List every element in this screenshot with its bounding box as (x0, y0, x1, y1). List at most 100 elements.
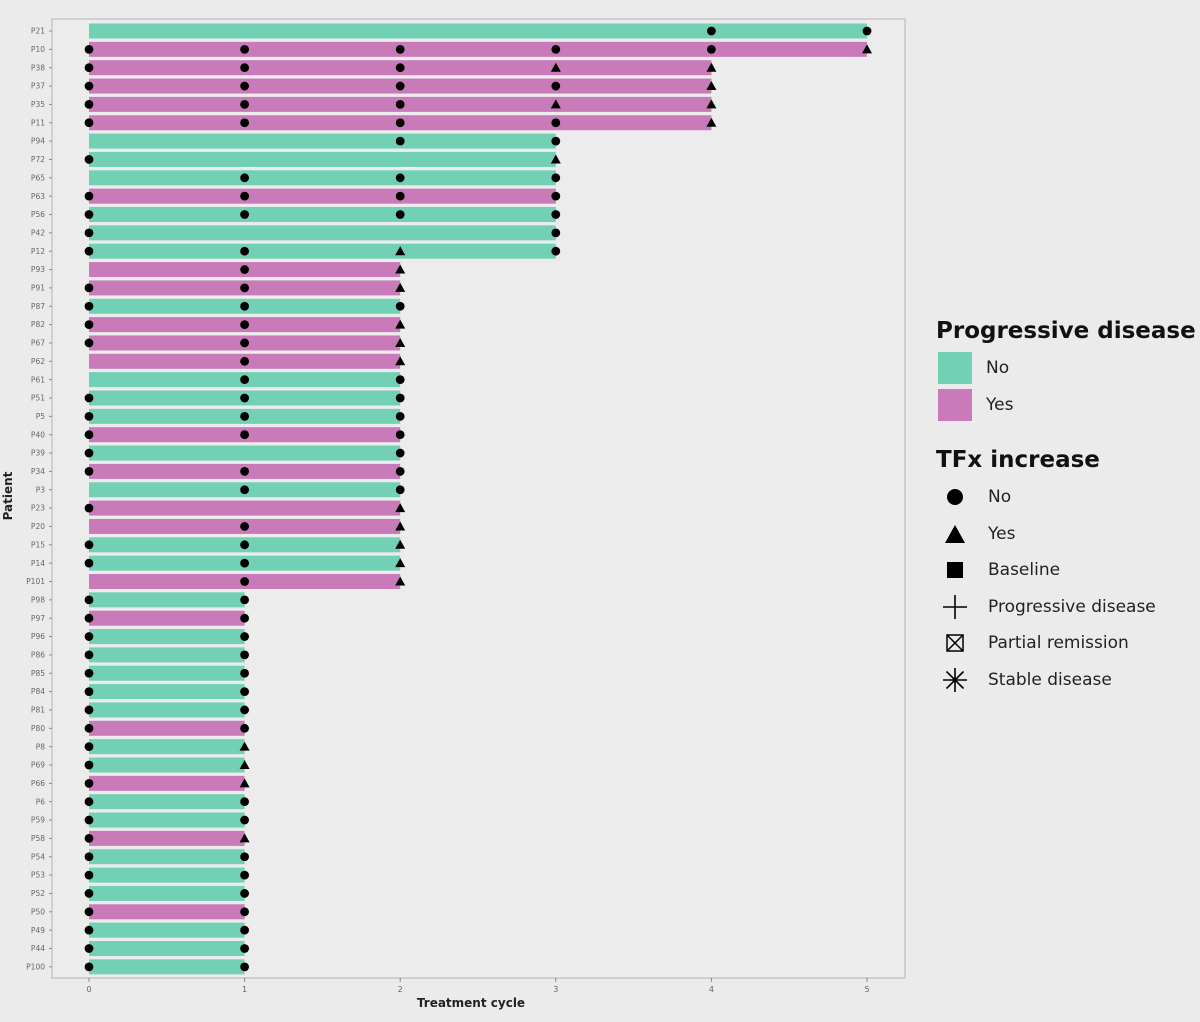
marker-tfx-no-P40-c0 (84, 430, 94, 440)
legend-item-stable-disease: Stable disease (936, 662, 1196, 699)
marker-tfx-no-P10-c4 (707, 44, 716, 54)
legend-label-tfx-no: No (988, 487, 1012, 508)
marker-tfx-no-P100-c1 (240, 962, 250, 972)
legend-item-baseline: Baseline (936, 552, 1196, 589)
marker-tfx-no-P62-c1 (240, 356, 250, 366)
marker-tfx-no-P34-c0 (84, 467, 94, 476)
y-tick-label: P6 (36, 797, 46, 806)
marker-tfx-no-P54-c0 (84, 852, 94, 862)
y-tick-label: P84 (31, 687, 45, 696)
y-tick-label: P82 (31, 320, 45, 329)
marker-tfx-no-P44-c0 (84, 944, 94, 953)
marker-tfx-no-P84-c0 (84, 687, 94, 696)
marker-tfx-no-P12-c3 (551, 246, 561, 256)
y-tick-label: P61 (31, 375, 45, 384)
marker-tfx-yes-P91-c2 (395, 282, 406, 292)
marker-tfx-yes-P62-c2 (395, 356, 406, 366)
marker-tfx-no-P65-c3 (551, 173, 561, 183)
marker-tfx-no-P5-c0 (84, 411, 94, 421)
bar-P39 (89, 445, 401, 461)
marker-tfx-no-P39-c2 (395, 448, 405, 458)
y-tick-label: P34 (31, 467, 45, 476)
marker-tfx-no-P94-c2 (395, 136, 405, 146)
marker-tfx-no-P12-c0 (84, 246, 94, 256)
marker-tfx-yes-P20-c2 (395, 521, 406, 531)
bar-P21 (89, 23, 867, 39)
y-tick-label: P80 (31, 724, 45, 733)
y-tick-label: P87 (31, 302, 45, 311)
legend-swatch-no (938, 352, 972, 385)
bar-P85 (89, 665, 245, 681)
y-tick-label: P54 (31, 852, 45, 861)
marker-tfx-no-P10-c3 (551, 44, 561, 54)
plus-icon (936, 592, 974, 622)
y-tick-label: P8 (36, 742, 46, 751)
marker-tfx-no-P100-c0 (84, 962, 94, 972)
square-icon (936, 555, 974, 585)
marker-tfx-no-P65-c2 (395, 173, 405, 183)
marker-tfx-yes-P23-c2 (395, 503, 406, 513)
markers-layer (84, 26, 872, 972)
y-tick-label: P5 (36, 412, 46, 421)
marker-tfx-no-P34-c2 (395, 467, 405, 476)
legend-item-tfx-no: No (936, 479, 1196, 516)
asterisk-icon (936, 665, 974, 695)
marker-tfx-no-P35-c1 (240, 100, 250, 109)
marker-tfx-no-P58-c0 (84, 834, 94, 843)
y-tick-label: P49 (31, 926, 45, 935)
bar-P65 (89, 170, 556, 186)
marker-tfx-no-P93-c1 (240, 265, 250, 274)
x-tick-label: 5 (864, 985, 869, 994)
marker-tfx-no-P63-c2 (395, 191, 405, 201)
marker-tfx-no-P37-c2 (395, 81, 405, 91)
marker-tfx-no-P11-c1 (240, 118, 250, 128)
marker-tfx-no-P80-c0 (84, 723, 94, 733)
y-axis-title: Patient (1, 471, 15, 520)
marker-tfx-no-P96-c0 (84, 632, 94, 641)
marker-tfx-no-P37-c0 (84, 81, 94, 91)
marker-tfx-no-P5-c1 (240, 411, 250, 421)
bar-P49 (89, 922, 245, 938)
marker-tfx-no-P56-c0 (84, 210, 94, 219)
y-tick-label: P98 (31, 595, 45, 604)
marker-tfx-no-P42-c3 (551, 228, 561, 238)
legend-item-pd-no: No (936, 350, 1196, 387)
bar-P42 (89, 225, 556, 241)
marker-tfx-no-P72-c0 (84, 155, 94, 164)
marker-tfx-no-P14-c0 (84, 558, 94, 568)
marker-tfx-yes-P66-c1 (239, 778, 250, 788)
marker-tfx-no-P35-c0 (84, 100, 94, 109)
marker-tfx-no-P87-c1 (240, 301, 250, 311)
legend-label-tfx-yes: Yes (988, 523, 1016, 544)
marker-tfx-no-P34-c1 (240, 467, 250, 476)
bar-P69 (89, 757, 245, 773)
marker-tfx-no-P82-c0 (84, 320, 94, 329)
marker-tfx-no-P87-c2 (395, 301, 405, 311)
y-tick-label: P100 (26, 962, 45, 971)
bar-P53 (89, 867, 245, 883)
y-tick-label: P39 (31, 449, 45, 458)
marker-tfx-yes-P101-c2 (395, 576, 406, 586)
y-tick-label: P11 (31, 118, 45, 127)
marker-tfx-no-P81-c0 (84, 705, 94, 715)
marker-tfx-no-P94-c3 (551, 136, 561, 146)
y-tick-label: P35 (31, 100, 45, 109)
marker-tfx-yes-P38-c4 (706, 62, 717, 72)
bar-P81 (89, 702, 245, 718)
bar-P54 (89, 849, 245, 865)
x-tick-label: 4 (709, 985, 714, 994)
x-tick-label: 1 (242, 985, 247, 994)
marker-tfx-no-P87-c0 (84, 301, 94, 311)
y-tick-label: P37 (31, 82, 45, 91)
y-tick-label: P85 (31, 669, 45, 678)
y-tick-label: P23 (31, 504, 45, 513)
y-tick-label: P20 (31, 522, 45, 531)
y-tick-label: P51 (31, 394, 45, 403)
marker-tfx-no-P81-c1 (240, 705, 250, 715)
marker-tfx-no-P21-c5 (862, 26, 872, 36)
y-tick-label: P14 (31, 559, 45, 568)
bar-P56 (89, 207, 556, 222)
bar-P50 (89, 904, 245, 920)
y-tick-label: P63 (31, 192, 45, 201)
y-tick-label: P15 (31, 540, 45, 549)
